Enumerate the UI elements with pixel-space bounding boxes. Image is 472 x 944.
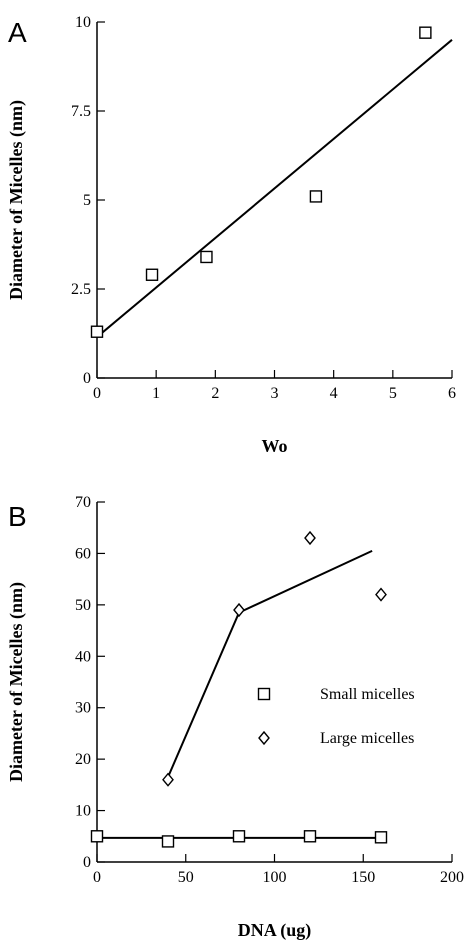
y-tick-label: 40 <box>75 648 91 665</box>
y-tick-label: 60 <box>75 545 91 562</box>
x-tick-label: 3 <box>271 385 279 402</box>
series-large-micelles <box>162 530 387 787</box>
y-tick-label: 2.5 <box>71 281 91 298</box>
x-tick-label: 5 <box>389 385 397 402</box>
series-0 <box>90 26 432 338</box>
y-tick-label: 5 <box>83 192 91 209</box>
x-tick-label: 6 <box>448 385 456 402</box>
x-tick-label: 150 <box>351 869 375 886</box>
data-point <box>200 250 213 264</box>
data-point <box>374 831 388 844</box>
y-tick-label: 10 <box>75 803 91 820</box>
y-axis-label: Diameter of Micelles (nm) <box>6 582 27 782</box>
data-point <box>375 587 387 602</box>
y-tick-label: 30 <box>75 700 91 717</box>
data-point <box>90 830 104 843</box>
data-point <box>309 190 323 203</box>
y-tick-label: 70 <box>75 494 91 511</box>
x-tick-label: 0 <box>93 385 101 402</box>
y-tick-label: 20 <box>75 751 91 768</box>
x-axis-label: DNA (ug) <box>238 920 312 941</box>
x-axis-label: Wo <box>261 436 287 456</box>
data-point <box>145 268 159 281</box>
y-tick-label: 7.5 <box>71 103 91 120</box>
series-small-micelles <box>90 830 388 848</box>
y-tick-label: 0 <box>83 370 91 387</box>
x-tick-label: 2 <box>211 385 219 402</box>
data-point <box>419 26 432 39</box>
legend: Small micelles Large micelles <box>257 686 415 747</box>
chart-panel-a: A 0 2.5 5 7.5 10 0 1 2 3 4 5 6 Wo Diameter of Micelles… <box>6 14 456 456</box>
legend-marker <box>257 687 271 701</box>
y-tick-label: 0 <box>83 854 91 871</box>
y-tick-label: 10 <box>75 14 91 31</box>
panel-label: A <box>8 17 27 48</box>
x-tick-label: 0 <box>93 869 101 886</box>
data-point <box>232 830 246 843</box>
x-tick-label: 200 <box>440 869 464 886</box>
panel-label: B <box>8 501 27 532</box>
legend-marker <box>258 730 270 746</box>
data-point <box>303 830 317 843</box>
x-tick-label: 50 <box>178 869 194 886</box>
x-tick-label: 1 <box>152 385 160 402</box>
y-axis-label: Diameter of Micelles (nm) <box>6 100 27 300</box>
y-tick-label: 50 <box>75 597 91 614</box>
x-tick-label: 100 <box>263 869 287 886</box>
data-point <box>304 530 316 546</box>
data-point <box>233 602 245 618</box>
x-tick-label: 4 <box>330 385 338 402</box>
data-point <box>90 325 104 338</box>
data-point <box>162 772 174 787</box>
fit-line <box>96 39 453 338</box>
chart-panel-b: B 0 10 20 30 40 50 60 70 0 50 100 150 200 DNA (ug) Diam… <box>6 494 464 941</box>
legend-label: Small micelles <box>320 686 415 703</box>
data-point <box>161 835 175 848</box>
legend-label: Large micelles <box>320 730 414 747</box>
